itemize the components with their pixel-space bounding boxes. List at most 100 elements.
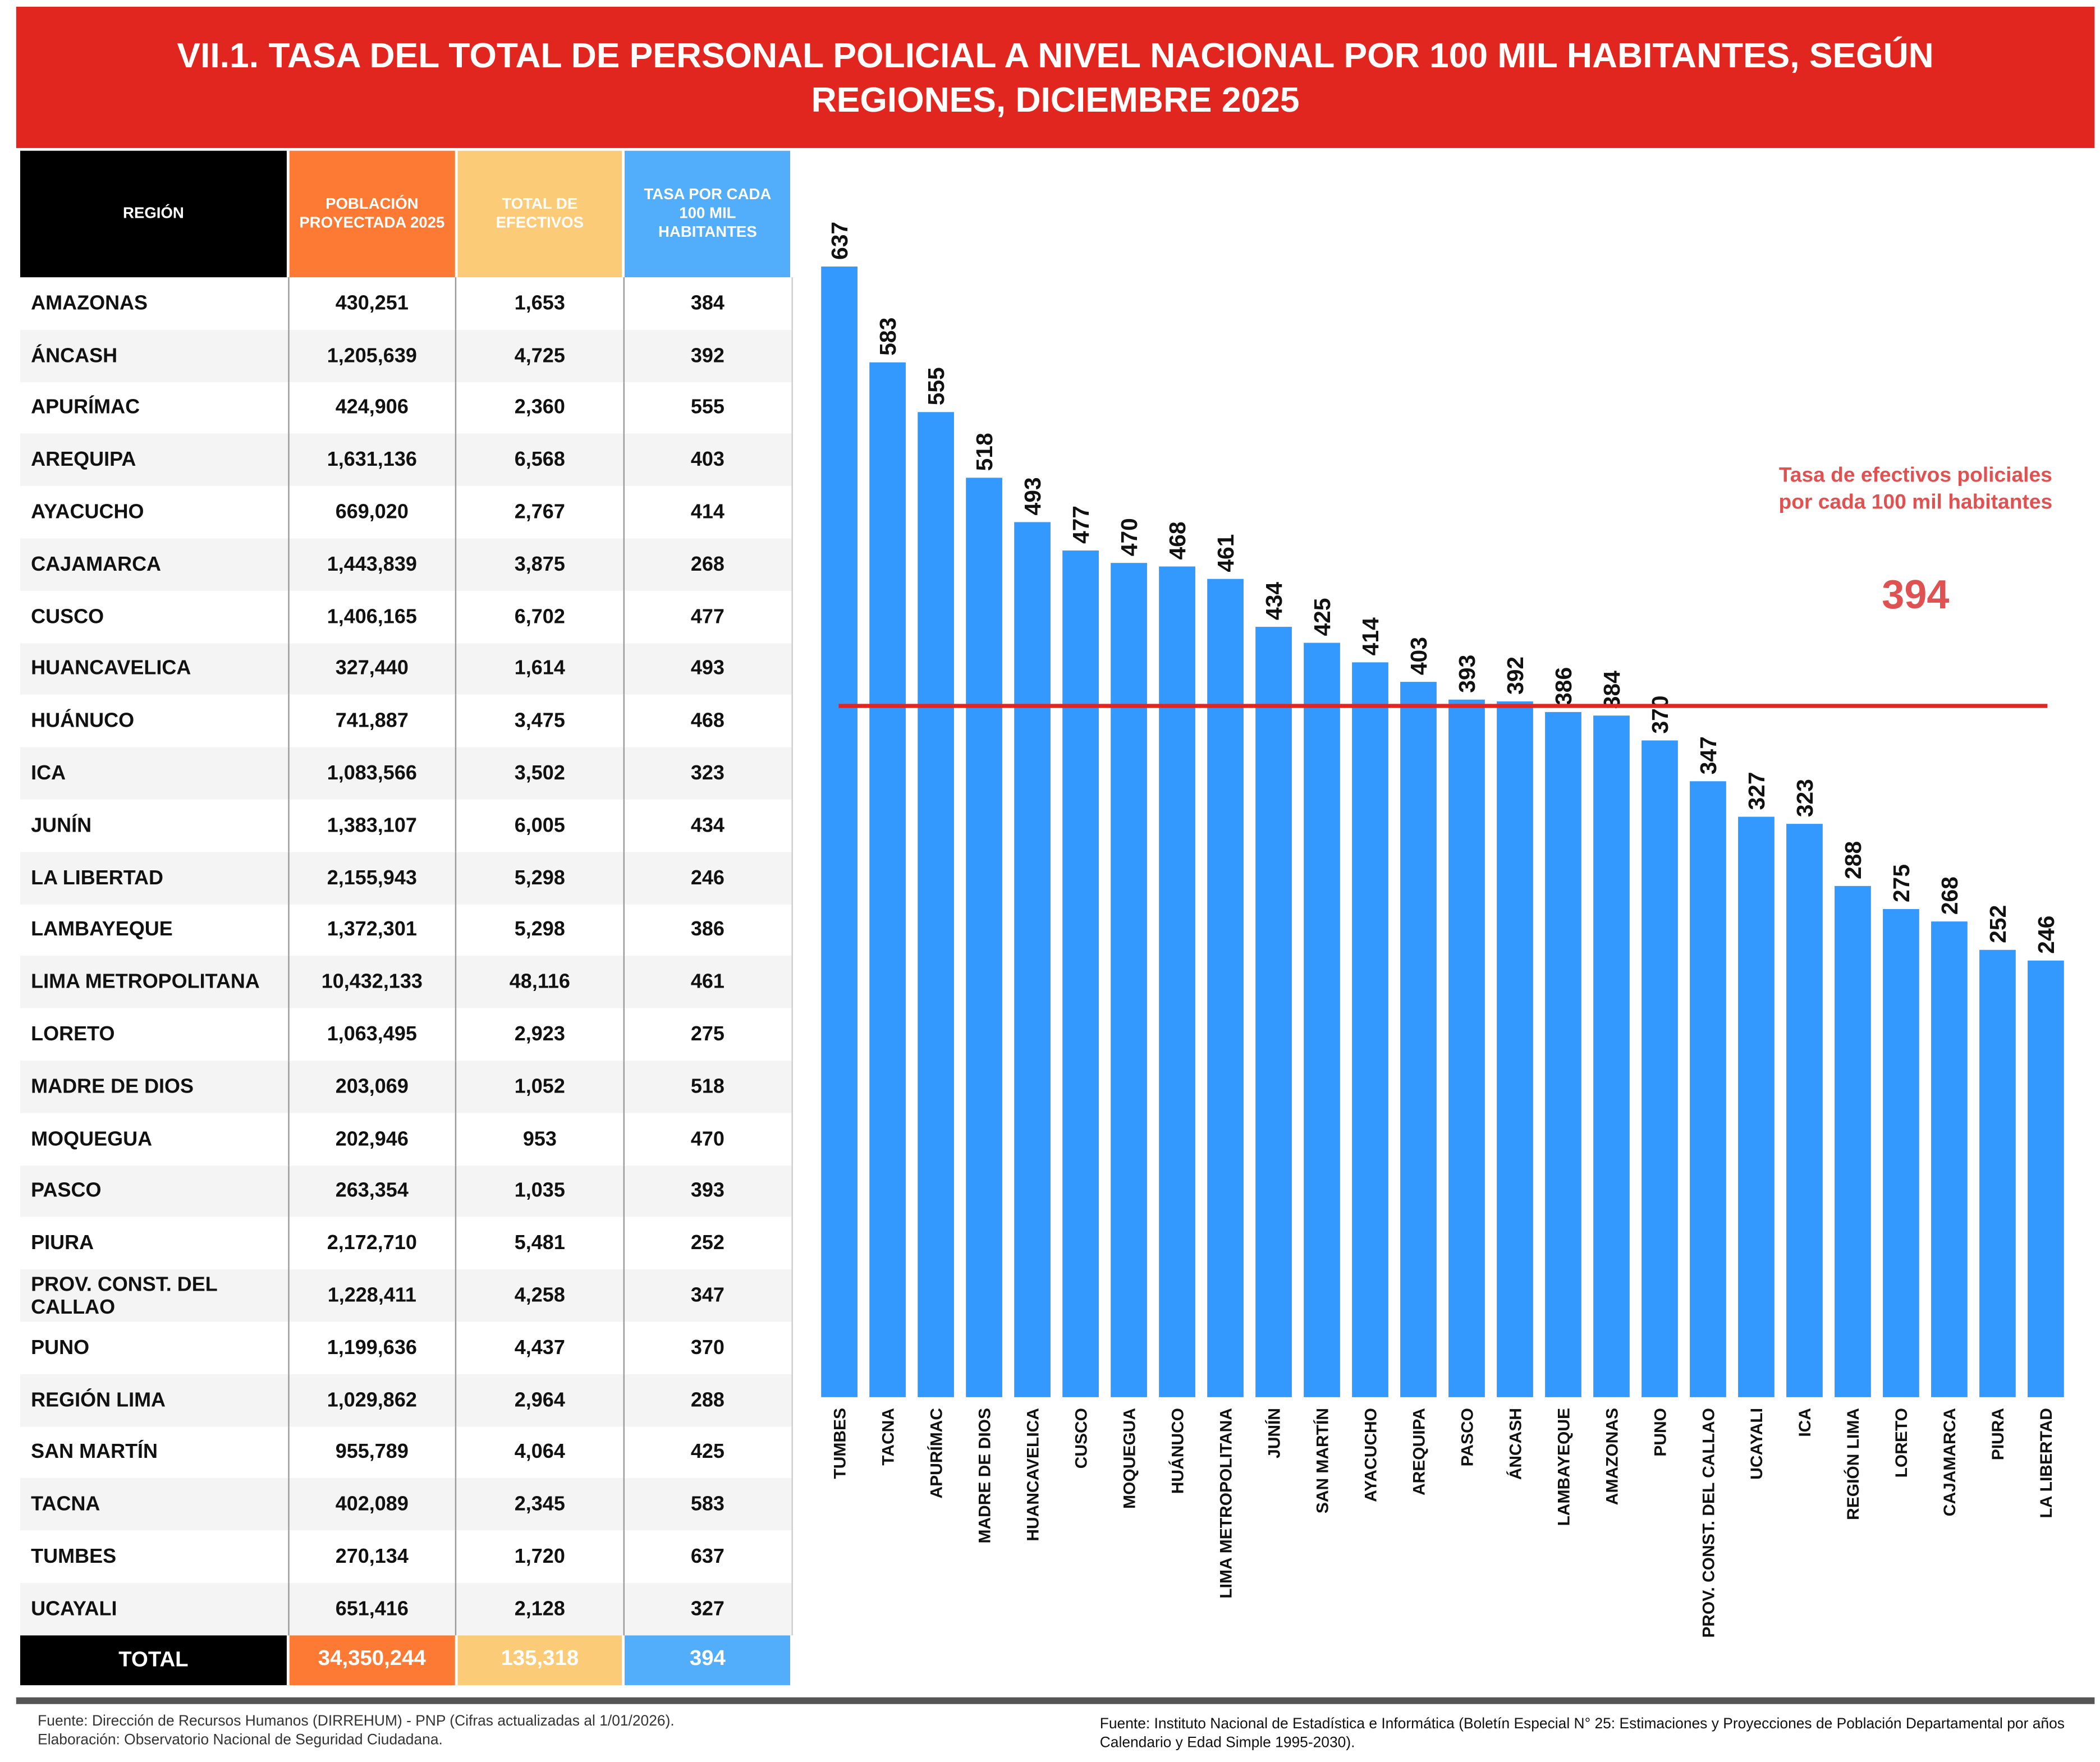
table-row: REGIÓN LIMA 1,029,862 2,964 288 (20, 1374, 792, 1426)
officers-value: 1,052 (456, 1061, 625, 1113)
bar (1690, 781, 1726, 1397)
data-label: 468 (1164, 521, 1190, 559)
bar (1448, 699, 1485, 1397)
data-label: 555 (923, 367, 949, 405)
total-officers: 135,318 (456, 1635, 625, 1685)
table-row: AYACUCHO 669,020 2,767 414 (20, 486, 792, 539)
region-name: LAMBAYEQUE (20, 903, 289, 956)
data-label: 275 (1888, 864, 1914, 902)
region-name: PASCO (20, 1165, 289, 1218)
officers-value: 1,614 (456, 643, 625, 695)
population-value: 1,083,566 (288, 747, 457, 800)
region-name: AREQUIPA (20, 434, 289, 487)
data-label: 268 (1937, 877, 1963, 915)
page-title: VII.1. TASA DEL TOTAL DE PERSONAL POLICI… (177, 34, 1934, 120)
bar (918, 412, 954, 1397)
region-table: REGIÓN POBLACIÓN PROYECTADA 2025 TOTAL D… (20, 150, 793, 1685)
rate-value: 323 (623, 747, 792, 800)
population-value: 1,443,839 (288, 538, 457, 591)
rate-value: 414 (623, 486, 792, 539)
region-name: ÁNCASH (20, 329, 289, 382)
bar (966, 478, 1002, 1397)
table-row: CAJAMARCA 1,443,839 3,875 268 (20, 538, 792, 591)
rate-value: 583 (623, 1478, 792, 1531)
officers-value: 48,116 (456, 956, 625, 1009)
data-label: 403 (1406, 637, 1432, 675)
x-tick-label: ÁNCASH (1506, 1408, 1525, 1480)
title-banner: VII.1. TASA DEL TOTAL DE PERSONAL POLICI… (16, 6, 2095, 148)
table-row: TACNA 402,089 2,345 583 (20, 1478, 792, 1531)
total-rate: 394 (623, 1635, 793, 1685)
rate-value: 386 (623, 903, 792, 956)
x-tick-label: AYACUCHO (1361, 1408, 1380, 1502)
total-row: TOTAL 34,350,244 135,318 394 (20, 1635, 793, 1685)
reference-line-value: 394 (1882, 573, 1950, 618)
officers-value: 2,360 (456, 382, 625, 434)
officers-value: 4,258 (456, 1269, 625, 1322)
bar (1207, 579, 1244, 1397)
population-value: 651,416 (288, 1582, 457, 1635)
population-value: 1,205,639 (288, 329, 457, 382)
region-name: JUNÍN (20, 799, 289, 852)
officers-value: 3,502 (456, 747, 625, 800)
rate-value: 468 (623, 695, 792, 747)
x-tick-label: PASCO (1458, 1408, 1477, 1466)
officers-value: 5,298 (456, 851, 625, 904)
table-row: LA LIBERTAD 2,155,943 5,298 246 (20, 851, 792, 904)
bar (1014, 522, 1051, 1397)
population-value: 1,199,636 (288, 1322, 457, 1374)
officers-value: 3,475 (456, 695, 625, 747)
bar (1497, 701, 1533, 1397)
data-label: 434 (1261, 582, 1287, 620)
population-value: 202,946 (288, 1113, 457, 1166)
officers-value: 5,298 (456, 903, 625, 956)
bar (1786, 824, 1823, 1397)
officers-value: 2,345 (456, 1478, 625, 1531)
total-population: 34,350,244 (288, 1635, 457, 1685)
data-label: 470 (1116, 518, 1142, 556)
data-label: 583 (875, 318, 901, 356)
rate-value: 637 (623, 1530, 792, 1583)
data-label: 323 (1792, 779, 1818, 817)
x-tick-label: HUANCAVELICA (1024, 1408, 1042, 1541)
officers-value: 4,725 (456, 329, 625, 382)
table-row: TUMBES 270,134 1,720 637 (20, 1530, 792, 1583)
bar (1931, 921, 1968, 1397)
footer-divider (16, 1697, 2095, 1704)
total-label: TOTAL (20, 1635, 290, 1685)
region-name: LIMA METROPOLITANA (20, 956, 289, 1009)
header-rate: TASA POR CADA 100 MIL HABITANTES (623, 150, 793, 278)
bar (1883, 908, 1919, 1397)
x-tick-label: AMAZONAS (1603, 1408, 1621, 1505)
rate-value: 327 (623, 1582, 792, 1635)
rate-value: 461 (623, 956, 792, 1009)
x-tick-label: APURÍMAC (927, 1408, 946, 1499)
table-row: HUÁNUCO 741,887 3,475 468 (20, 695, 792, 747)
bar (2028, 960, 2064, 1397)
x-tick-label: UCAYALI (1748, 1408, 1766, 1480)
x-tick-label: MADRE DE DIOS (975, 1408, 994, 1543)
x-tick-label: CUSCO (1072, 1408, 1090, 1469)
rate-value: 275 (623, 1008, 792, 1061)
bar (1255, 627, 1292, 1397)
bar (1304, 643, 1340, 1397)
officers-value: 2,767 (456, 486, 625, 539)
x-tick-label: TUMBES (831, 1408, 849, 1479)
source-note: Fuente: Dirección de Recursos Humanos (D… (38, 1713, 675, 1730)
rate-value: 347 (623, 1269, 792, 1322)
table-row: HUANCAVELICA 327,440 1,614 493 (20, 643, 792, 695)
rate-value: 268 (623, 538, 792, 591)
rate-value: 470 (623, 1113, 792, 1166)
region-name: TACNA (20, 1478, 289, 1531)
officers-value: 2,128 (456, 1582, 625, 1635)
population-value: 1,029,862 (288, 1374, 457, 1426)
data-label: 393 (1454, 655, 1480, 693)
officers-value: 1,653 (456, 277, 625, 330)
rate-value: 477 (623, 590, 792, 643)
table-row: AREQUIPA 1,631,136 6,568 403 (20, 434, 792, 487)
rate-value: 370 (623, 1322, 792, 1374)
region-name: HUANCAVELICA (20, 643, 289, 695)
x-tick-label: LA LIBERTAD (2037, 1408, 2056, 1518)
officers-value: 1,720 (456, 1530, 625, 1583)
